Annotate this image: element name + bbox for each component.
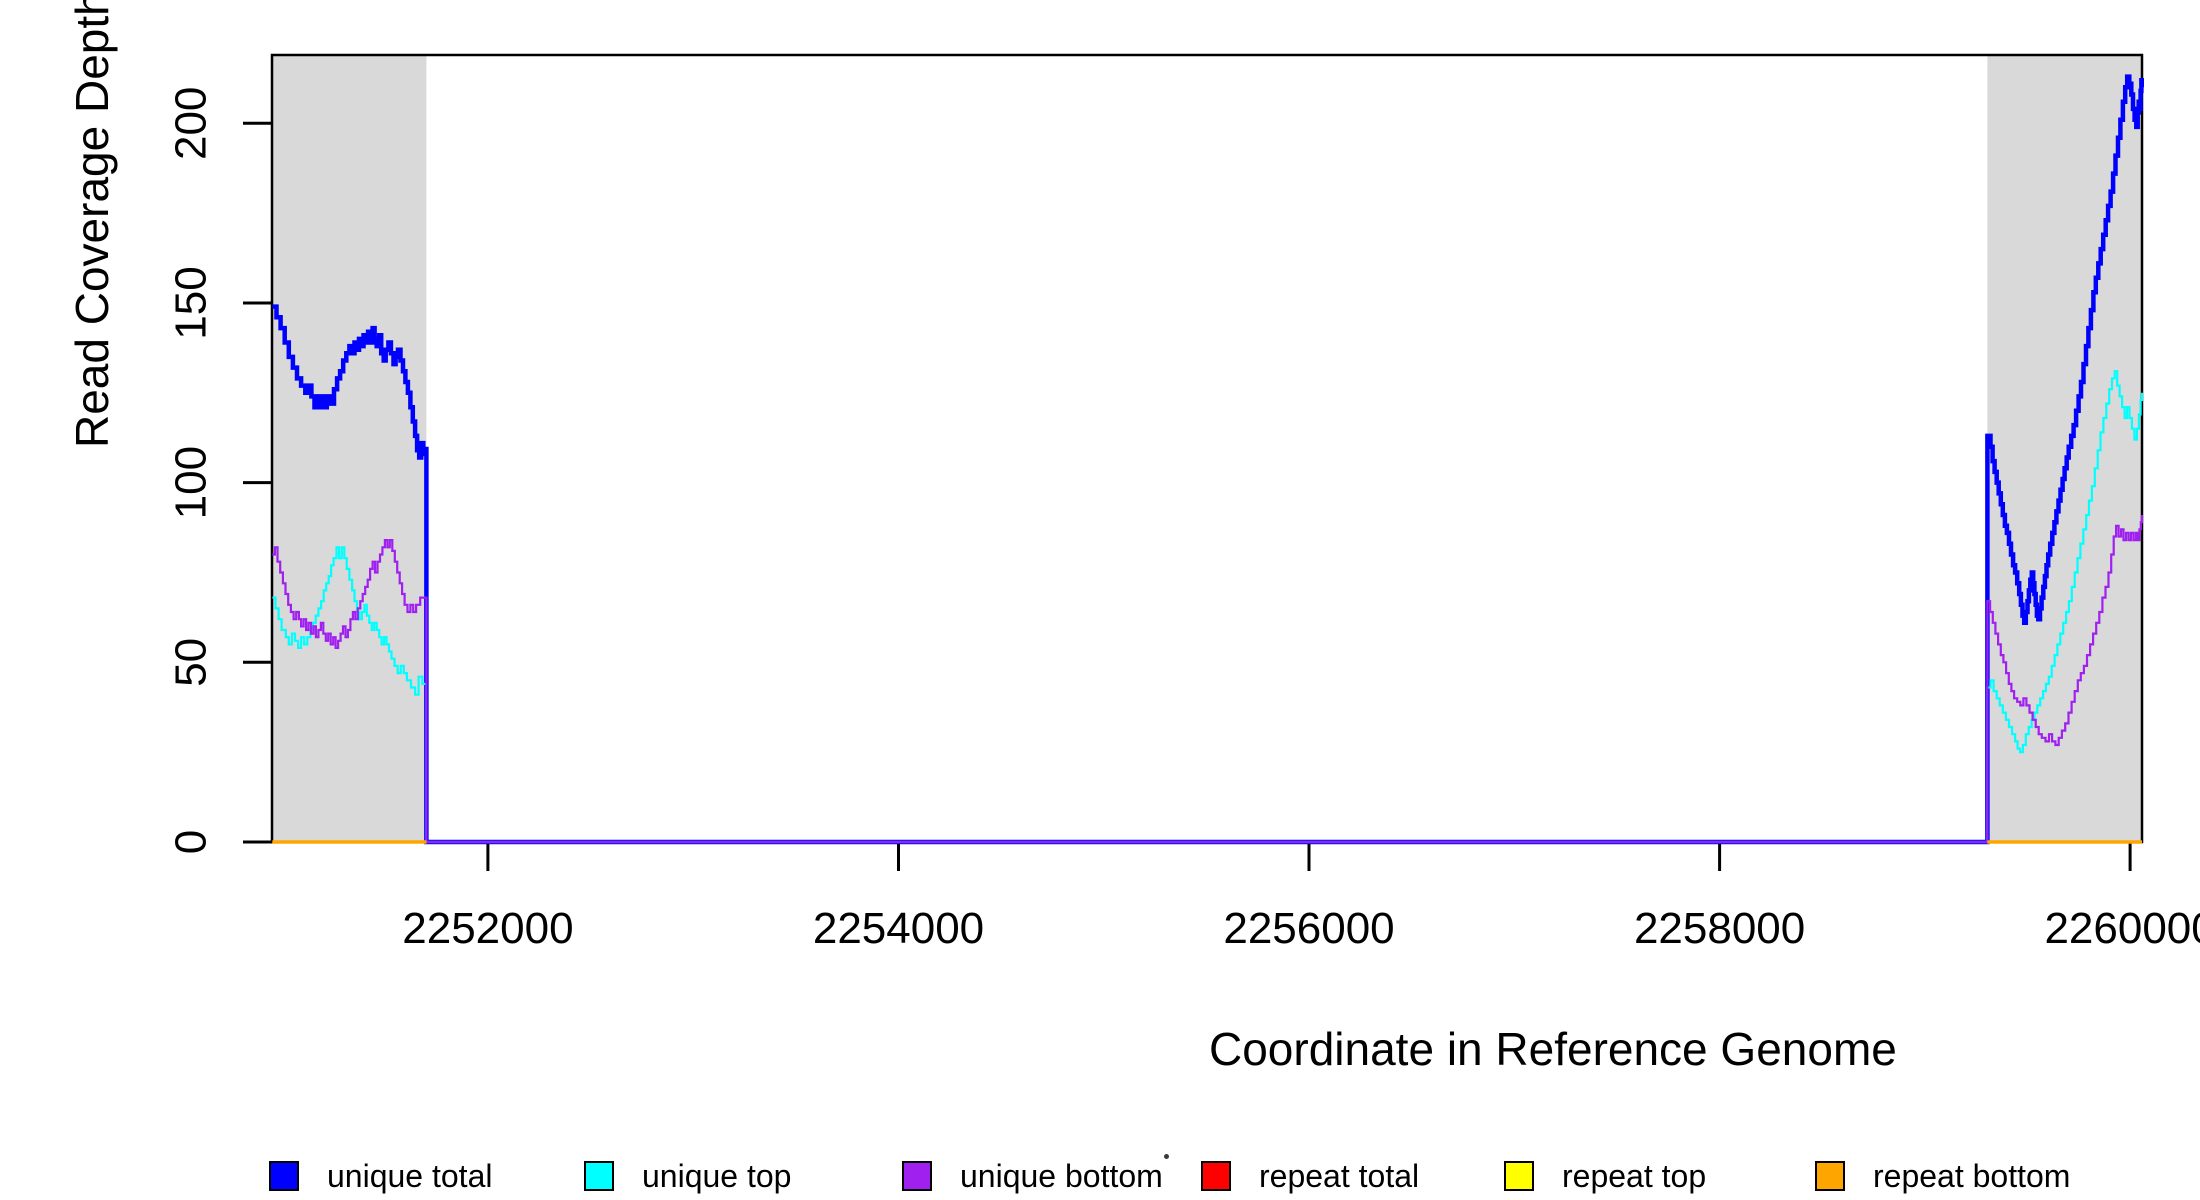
legend-label: unique top [642, 1158, 792, 1194]
y-tick-label: 100 [167, 446, 216, 519]
y-tick-label: 150 [167, 266, 216, 339]
y-tick-label: 0 [167, 830, 216, 854]
x-axis: 2252000 2254000 2256000 2258000 2260000 [402, 842, 2200, 953]
x-tick-label: 2260000 [2044, 904, 2200, 953]
stray-dot-artifact [1164, 1154, 1169, 1159]
legend-label: unique total [327, 1158, 493, 1194]
legend-label: unique bottom [960, 1158, 1163, 1194]
unique-bottom-swatch [902, 1161, 932, 1191]
highlight-regions [272, 55, 2142, 842]
unique-total-swatch [269, 1161, 299, 1191]
legend-item-repeat-top: repeat top [1504, 1156, 1706, 1196]
legend-item-unique-top: unique top [584, 1156, 791, 1196]
unique-top-swatch [584, 1161, 614, 1191]
repeat-total-swatch [1201, 1161, 1231, 1191]
legend-label: repeat bottom [1873, 1158, 2071, 1194]
highlight-region [1987, 55, 2142, 842]
legend-item-repeat-total: repeat total [1201, 1156, 1419, 1196]
legend-item-unique-total: unique total [269, 1156, 492, 1196]
series-unique-total [272, 74, 2144, 845]
series-unique-bottom [272, 515, 2144, 844]
highlight-region [272, 55, 427, 842]
legend-item-repeat-bottom: repeat bottom [1815, 1156, 2070, 1196]
plot-box [270, 53, 2144, 844]
legend-item-unique-bottom: unique bottom [902, 1156, 1163, 1196]
series-lines [272, 74, 2144, 845]
x-tick-label: 2258000 [1634, 904, 1805, 953]
legend-label: repeat total [1259, 1158, 1420, 1194]
x-tick-label: 2252000 [402, 904, 573, 953]
series-unique-top [272, 370, 2144, 844]
plot-area: 0 50 100 150 200 2252000 2254000 2256000 2258000… [167, 53, 2200, 953]
y-tick-label: 50 [167, 638, 216, 687]
y-axis: 0 50 100 150 200 [167, 87, 272, 854]
y-tick-label: 200 [167, 87, 216, 160]
legend-label: repeat top [1562, 1158, 1707, 1194]
repeat-top-swatch [1504, 1161, 1534, 1191]
x-tick-label: 2254000 [813, 904, 984, 953]
repeat-bottom-swatch [1815, 1161, 1845, 1191]
x-tick-label: 2256000 [1223, 904, 1394, 953]
